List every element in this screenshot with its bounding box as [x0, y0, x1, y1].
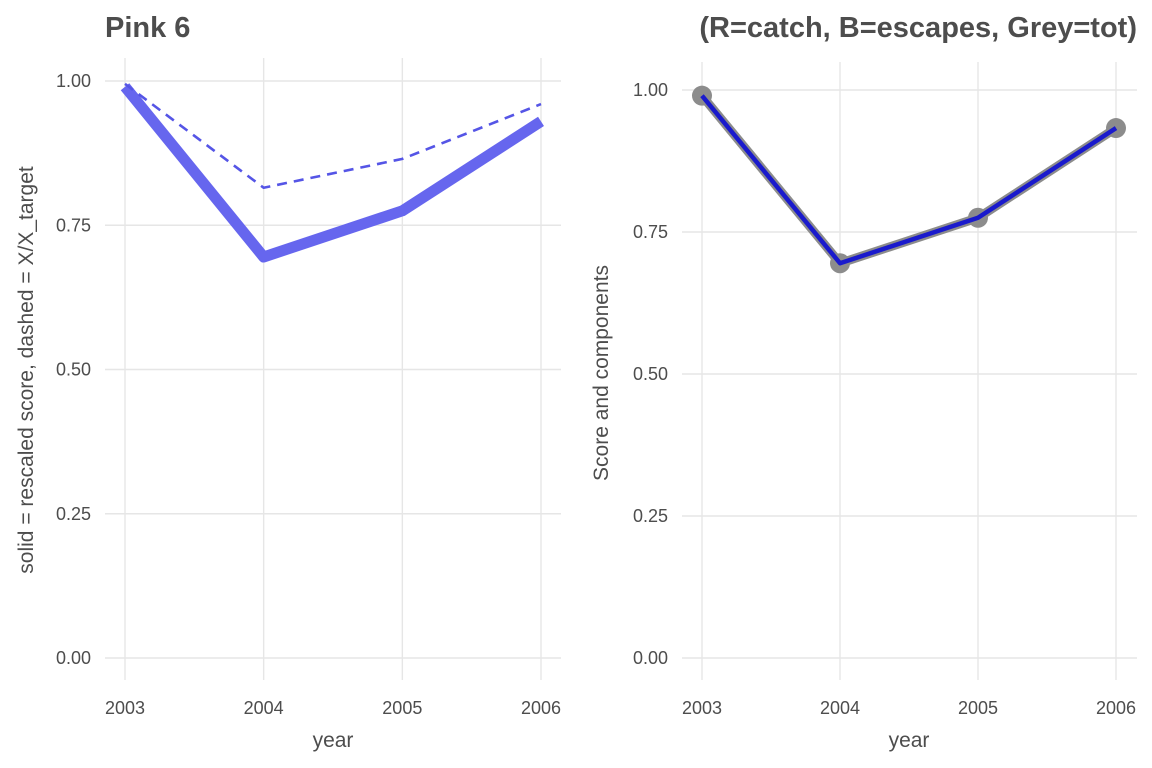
right-x-tick-label: 2006: [1096, 698, 1136, 718]
right-x-tick-label: 2004: [820, 698, 860, 718]
right-y-tick-label: 0.50: [633, 364, 668, 384]
right-chart-title: (R=catch, B=escapes, Grey=tot): [699, 12, 1137, 44]
right-y-tick-labels: 0.00 0.25 0.50 0.75 1.00: [633, 80, 668, 668]
left-x-axis-title: year: [313, 729, 354, 752]
right-y-tick-label: 0.00: [633, 648, 668, 668]
left-x-tick-labels: 2003 2004 2005 2006: [105, 698, 561, 718]
left-series-group: [120, 82, 544, 263]
left-x-tick-label: 2003: [105, 698, 145, 718]
left-y-tick-label: 0.75: [56, 215, 91, 235]
right-x-tick-label: 2003: [682, 698, 722, 718]
right-y-tick-label: 1.00: [633, 80, 668, 100]
series-blue-line: [700, 94, 1118, 266]
left-chart-title: Pink 6: [105, 12, 190, 44]
left-x-tick-label: 2006: [521, 698, 561, 718]
right-x-tick-label: 2005: [958, 698, 998, 718]
left-y-tick-label: 0.25: [56, 504, 91, 524]
right-grid: [682, 62, 1137, 680]
right-x-axis-title: year: [889, 729, 930, 752]
left-panel: Pink 6 0.00 0.25 0.50 0.75 1.00 2003 2004 2005…: [15, 12, 561, 752]
right-y-axis-title: Score and components: [590, 265, 613, 481]
right-series-group: [692, 85, 1126, 274]
left-y-axis-title: solid = rescaled score, dashed = X/X_tar…: [15, 166, 38, 574]
right-panel: (R=catch, B=escapes, Grey=tot) 0.000.250…: [590, 12, 1137, 752]
left-y-tick-labels: 0.00 0.25 0.50 0.75 1.00: [56, 71, 91, 668]
left-y-tick-label: 0.50: [56, 360, 91, 380]
left-y-tick-label: 0.00: [56, 648, 91, 668]
left-y-tick-label: 1.00: [56, 71, 91, 91]
left-grid: [105, 58, 561, 680]
right-y-tick-label: 0.75: [633, 222, 668, 242]
series-grey-line: [698, 92, 1119, 268]
left-x-tick-label: 2005: [382, 698, 422, 718]
series-solid-line: [120, 83, 544, 263]
series-dashed-line: [124, 82, 542, 190]
right-y-tick-label: 0.25: [633, 506, 668, 526]
right-x-tick-labels: 2003 2004 2005 2006: [682, 698, 1136, 718]
left-x-tick-label: 2004: [244, 698, 284, 718]
